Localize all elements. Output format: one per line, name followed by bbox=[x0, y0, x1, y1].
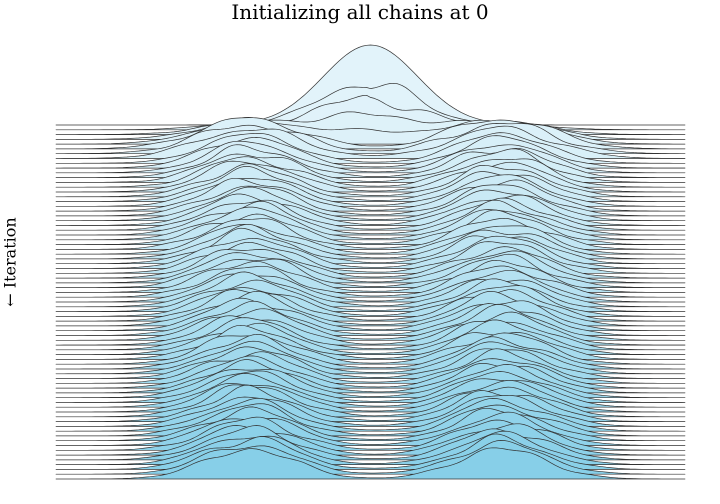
ridge-series-1 bbox=[55, 44, 686, 126]
chart-title: Initializing all chains at 0 bbox=[231, 0, 489, 24]
ridge-series-75 bbox=[55, 447, 686, 480]
